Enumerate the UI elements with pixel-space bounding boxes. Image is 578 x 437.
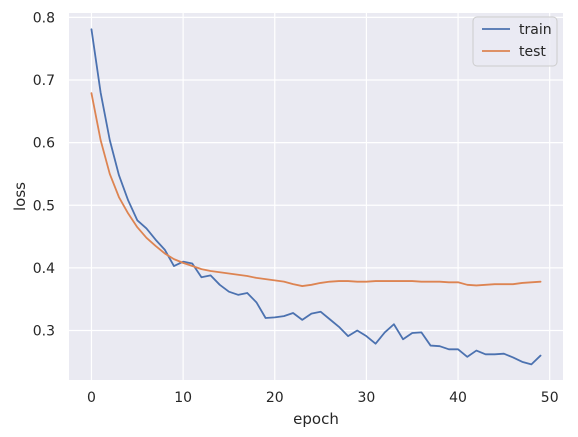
legend-label-train: train bbox=[519, 22, 552, 38]
x-tick-label: 40 bbox=[449, 390, 467, 406]
x-tick-label: 30 bbox=[357, 390, 375, 406]
x-tick-label: 50 bbox=[541, 390, 559, 406]
series-line-train bbox=[90, 28, 542, 366]
x-axis-label: epoch bbox=[293, 410, 339, 428]
series-lines bbox=[90, 28, 542, 366]
y-tick-labels: 0.3 0.4 0.5 0.6 0.7 0.8 bbox=[33, 10, 55, 339]
legend: train test bbox=[472, 16, 558, 67]
y-tick-label: 0.3 bbox=[33, 324, 55, 340]
y-axis-label: loss bbox=[11, 182, 29, 211]
plot-background bbox=[69, 13, 563, 380]
x-tick-label: 10 bbox=[174, 390, 192, 406]
legend-label-test: test bbox=[519, 44, 546, 60]
x-tick-labels: 0 10 20 30 40 50 bbox=[87, 390, 559, 406]
y-tick-label: 0.5 bbox=[33, 198, 55, 214]
series-line-test bbox=[90, 92, 542, 287]
y-tick-label: 0.4 bbox=[33, 261, 55, 277]
y-tick-label: 0.7 bbox=[33, 73, 55, 89]
y-tick-label: 0.8 bbox=[33, 10, 55, 26]
x-tick-label: 0 bbox=[87, 390, 96, 406]
y-tick-label: 0.6 bbox=[33, 136, 55, 152]
x-tick-label: 20 bbox=[266, 390, 284, 406]
grid-lines bbox=[69, 13, 563, 380]
